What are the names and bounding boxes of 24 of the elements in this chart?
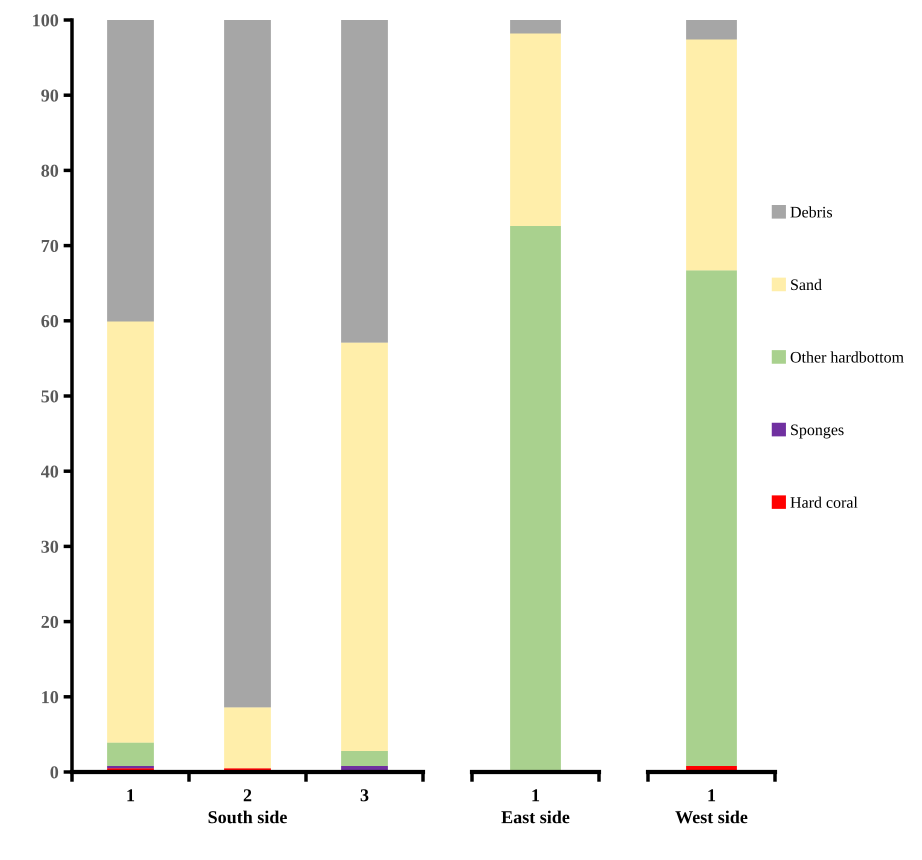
x-axis-title: East side xyxy=(501,810,570,824)
legend-label: Other hardbottom xyxy=(790,351,904,363)
y-tick-label: 60 xyxy=(41,315,58,328)
y-tick-label: 20 xyxy=(42,616,58,628)
y-tick-label: 0 xyxy=(50,766,58,778)
legend-label: Debris xyxy=(790,206,832,218)
y-tick-label: 30 xyxy=(41,540,58,553)
y-tick-label: 40 xyxy=(41,465,58,478)
legend-label: Hard coral xyxy=(790,496,858,508)
x-tick-label: 1 xyxy=(127,789,134,802)
legend-label: Sponges xyxy=(791,424,844,439)
y-tick-label: 90 xyxy=(41,89,58,102)
y-tick-label: 80 xyxy=(41,164,58,177)
x-tick-label: 2 xyxy=(244,789,252,802)
x-tick-label: 1 xyxy=(532,789,540,802)
x-axis-title: South side xyxy=(208,810,287,824)
x-tick-label: 1 xyxy=(708,789,716,802)
y-tick-label: 10 xyxy=(42,691,58,704)
y-tick-label: 70 xyxy=(42,240,58,252)
legend-label: Sand xyxy=(791,278,822,290)
x-tick-label: 3 xyxy=(360,789,368,802)
y-tick-label: 50 xyxy=(41,390,58,402)
x-axis-title: West side xyxy=(675,810,748,824)
y-tick-label: 100 xyxy=(33,14,58,26)
